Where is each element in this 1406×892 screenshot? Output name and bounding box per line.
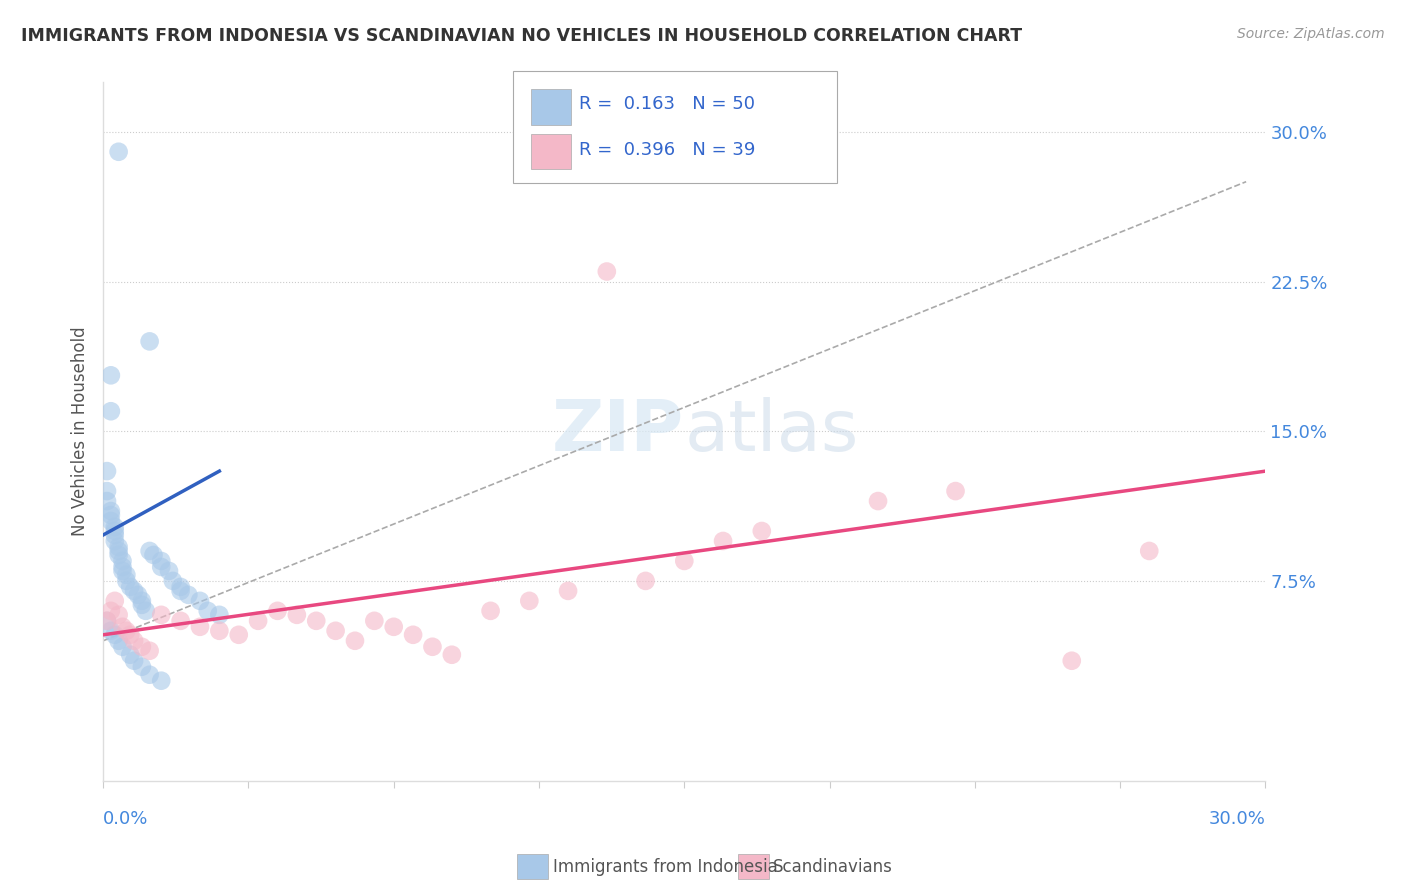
Point bbox=[138, 644, 160, 658]
Text: atlas: atlas bbox=[685, 397, 859, 466]
Point bbox=[197, 604, 219, 618]
Point bbox=[866, 494, 889, 508]
Point bbox=[100, 508, 122, 522]
Point bbox=[266, 604, 288, 618]
Point bbox=[188, 620, 211, 634]
Point bbox=[96, 484, 118, 499]
Point bbox=[673, 554, 696, 568]
Point bbox=[111, 560, 134, 574]
Point bbox=[402, 628, 425, 642]
Point bbox=[100, 404, 122, 418]
Point bbox=[104, 524, 127, 538]
Point bbox=[127, 588, 149, 602]
Point bbox=[208, 607, 231, 622]
Point bbox=[1060, 654, 1083, 668]
Point bbox=[208, 624, 231, 638]
Y-axis label: No Vehicles in Household: No Vehicles in Household bbox=[72, 326, 89, 536]
Point bbox=[169, 580, 191, 594]
Text: 30.0%: 30.0% bbox=[1209, 811, 1265, 829]
Point bbox=[120, 628, 142, 642]
Point bbox=[104, 533, 127, 548]
Point bbox=[150, 560, 173, 574]
Point bbox=[634, 574, 657, 588]
Point bbox=[169, 583, 191, 598]
Point bbox=[479, 604, 502, 618]
Point bbox=[115, 568, 138, 582]
Point bbox=[247, 614, 270, 628]
Point bbox=[285, 607, 308, 622]
Point bbox=[100, 604, 122, 618]
Point bbox=[157, 564, 180, 578]
Point bbox=[1137, 544, 1160, 558]
Point bbox=[100, 624, 122, 638]
Point bbox=[343, 633, 366, 648]
Point bbox=[135, 604, 157, 618]
Point bbox=[104, 528, 127, 542]
Point bbox=[122, 583, 145, 598]
Text: Scandinavians: Scandinavians bbox=[773, 858, 893, 876]
Point bbox=[100, 504, 122, 518]
Point bbox=[104, 594, 127, 608]
Point bbox=[150, 673, 173, 688]
Point bbox=[107, 607, 129, 622]
Point bbox=[305, 614, 328, 628]
Point bbox=[751, 524, 773, 538]
Point bbox=[517, 594, 540, 608]
Point bbox=[100, 514, 122, 528]
Point bbox=[107, 540, 129, 554]
Point bbox=[363, 614, 385, 628]
Point bbox=[111, 554, 134, 568]
Point bbox=[382, 620, 405, 634]
Point bbox=[150, 554, 173, 568]
Text: 0.0%: 0.0% bbox=[103, 811, 149, 829]
Point bbox=[115, 574, 138, 588]
Point bbox=[104, 520, 127, 534]
Point bbox=[169, 614, 191, 628]
Point bbox=[557, 583, 579, 598]
Point bbox=[131, 640, 153, 654]
Point bbox=[107, 548, 129, 562]
Point bbox=[422, 640, 444, 654]
Point bbox=[96, 614, 118, 628]
Point bbox=[107, 633, 129, 648]
Point bbox=[107, 145, 129, 159]
Text: IMMIGRANTS FROM INDONESIA VS SCANDINAVIAN NO VEHICLES IN HOUSEHOLD CORRELATION C: IMMIGRANTS FROM INDONESIA VS SCANDINAVIA… bbox=[21, 27, 1022, 45]
Point bbox=[120, 580, 142, 594]
Point bbox=[107, 544, 129, 558]
Point bbox=[228, 628, 250, 642]
Point bbox=[122, 633, 145, 648]
Point bbox=[138, 334, 160, 349]
Point bbox=[177, 588, 200, 602]
Point bbox=[131, 598, 153, 612]
Point bbox=[945, 484, 967, 499]
Point bbox=[131, 594, 153, 608]
Point bbox=[138, 667, 160, 681]
Point bbox=[111, 620, 134, 634]
Point bbox=[188, 594, 211, 608]
Point bbox=[142, 548, 165, 562]
Point bbox=[131, 659, 153, 673]
Point bbox=[122, 654, 145, 668]
Point bbox=[596, 264, 619, 278]
Point bbox=[150, 607, 173, 622]
Point bbox=[111, 564, 134, 578]
Point bbox=[96, 614, 118, 628]
Text: ZIP: ZIP bbox=[553, 397, 685, 466]
Point bbox=[100, 368, 122, 383]
Point bbox=[111, 640, 134, 654]
Point bbox=[104, 628, 127, 642]
Point bbox=[162, 574, 184, 588]
Text: R =  0.396   N = 39: R = 0.396 N = 39 bbox=[579, 141, 755, 159]
Point bbox=[120, 648, 142, 662]
Text: Source: ZipAtlas.com: Source: ZipAtlas.com bbox=[1237, 27, 1385, 41]
Point bbox=[115, 624, 138, 638]
Point bbox=[440, 648, 463, 662]
Text: R =  0.163   N = 50: R = 0.163 N = 50 bbox=[579, 95, 755, 113]
Point bbox=[96, 494, 118, 508]
Point bbox=[138, 544, 160, 558]
Text: Immigrants from Indonesia: Immigrants from Indonesia bbox=[553, 858, 778, 876]
Point bbox=[325, 624, 347, 638]
Point bbox=[96, 464, 118, 478]
Point bbox=[711, 533, 734, 548]
